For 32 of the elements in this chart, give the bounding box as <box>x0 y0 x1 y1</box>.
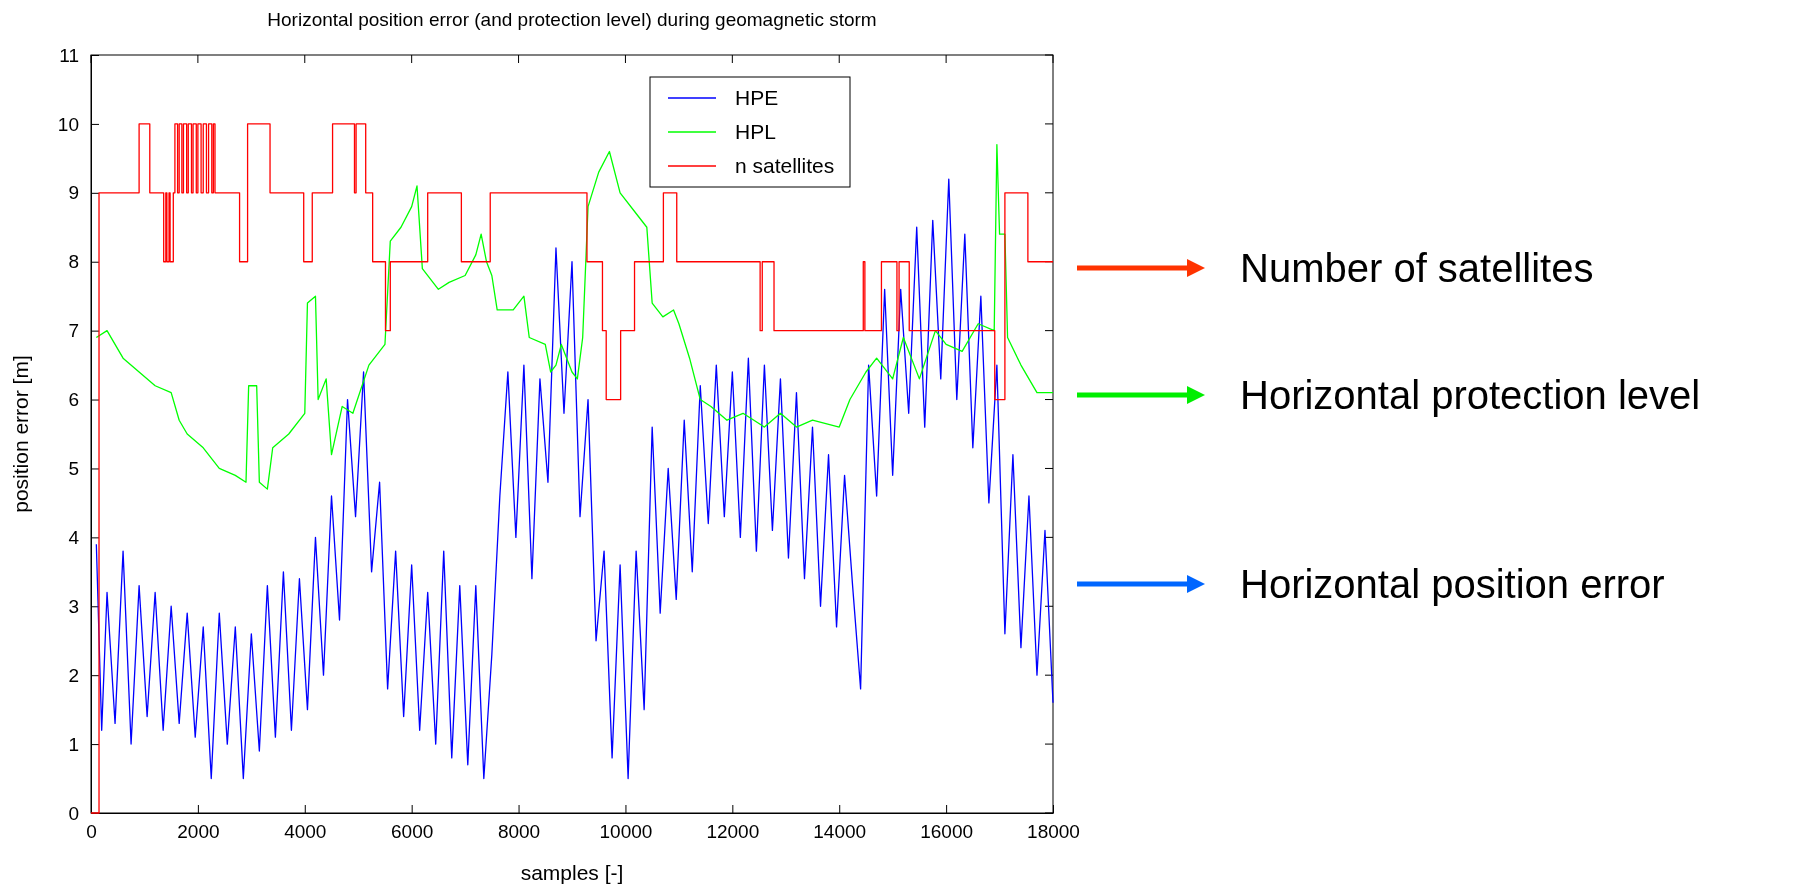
x-tick-label: 10000 <box>599 821 653 843</box>
x-tick-label: 18000 <box>1027 821 1080 843</box>
y-tick-label: 3 <box>68 595 79 617</box>
y-tick-label: 0 <box>68 802 79 824</box>
x-tick-label: 4000 <box>284 821 327 843</box>
x-tick-label: 8000 <box>497 821 541 843</box>
chart-title: Horizontal position error (and protection level) during geomagnetic storm <box>267 9 877 30</box>
text: Horizontal protection level <box>1240 373 1701 417</box>
x-tick-label: 6000 <box>391 821 434 843</box>
x-tick-label: 0 <box>86 821 97 843</box>
y-tick-label: 2 <box>68 664 79 686</box>
y-tick-label: 6 <box>68 389 79 411</box>
legend-label: HPE <box>735 86 779 109</box>
text: Number of satellites <box>1240 246 1594 290</box>
y-tick-label: 1 <box>68 733 79 755</box>
line-series <box>95 143 1054 490</box>
text: Horizontal position error <box>1240 562 1665 606</box>
x-axis-title: samples [-] <box>520 861 624 884</box>
x-tick-label: 16000 <box>920 821 974 843</box>
legend-label: n satellites <box>735 154 835 177</box>
y-tick-label: 7 <box>68 320 79 342</box>
x-tick-label: 2000 <box>177 821 220 843</box>
y-tick-label: 5 <box>68 458 79 480</box>
legend-label: HPL <box>735 120 776 143</box>
x-tick-label: 14000 <box>813 821 867 843</box>
y-tick-label: 10 <box>57 113 79 135</box>
y-tick-label: 8 <box>68 251 79 273</box>
y-tick-label: 11 <box>59 44 79 66</box>
y-tick-label: 9 <box>68 182 79 204</box>
x-tick-label: 12000 <box>706 821 760 843</box>
y-axis-title: position error [m] <box>9 355 32 513</box>
y-tick-label: 4 <box>68 526 80 548</box>
